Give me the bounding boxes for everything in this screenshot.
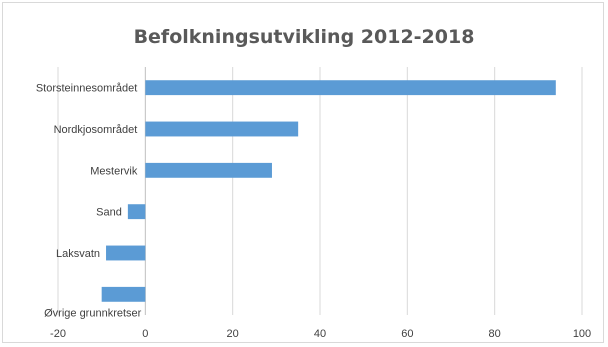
category-label: Storsteinnesområdet: [36, 83, 138, 95]
category-label: Mestervik: [90, 165, 138, 177]
x-tick-label: 60: [401, 328, 413, 340]
x-tick-label: 0: [142, 328, 148, 340]
tick-labels: -20 0 20 40 60 80 100: [50, 328, 591, 340]
category-label: Øvrige grunnkretser: [44, 307, 142, 319]
category-labels: Storsteinnesområdet Nordkjosområdet Mester…: [36, 83, 142, 320]
bar: [106, 245, 146, 261]
bar: [145, 121, 299, 137]
chart-frame: [2, 2, 604, 343]
bar: [127, 204, 146, 220]
x-tick-label: 20: [227, 328, 239, 340]
bar: [101, 286, 146, 302]
grid-lines: [57, 67, 583, 315]
x-tick-label: 40: [314, 328, 326, 340]
category-label: Laksvatn: [56, 248, 100, 260]
chart-title: Befolkningsutvikling 2012-2018: [133, 26, 475, 48]
bar: [145, 80, 556, 96]
bars: [101, 80, 556, 302]
category-label: Sand: [96, 207, 122, 219]
category-label: Nordkjosområdet: [54, 124, 138, 136]
bar: [145, 162, 272, 178]
x-tick-label: 80: [489, 328, 501, 340]
x-tick-label: -20: [50, 328, 66, 340]
x-tick-label: 100: [573, 328, 591, 340]
